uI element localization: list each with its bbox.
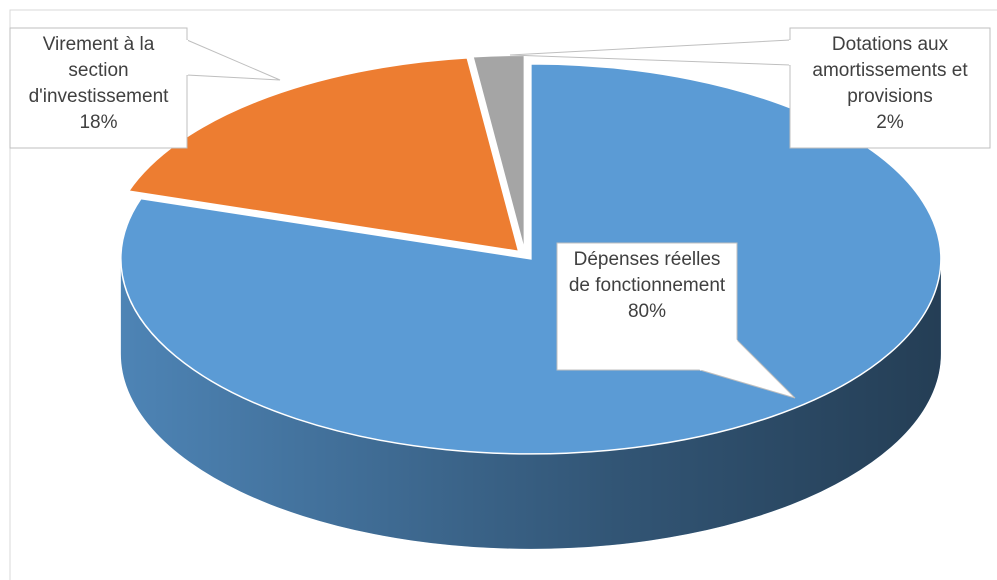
category-label: Dotations aux amortissements et provisio…	[812, 34, 968, 107]
data-label: Virement à la section d'investissement 18…	[14, 32, 183, 136]
chart-border	[9, 9, 997, 580]
category-label: Dépenses réelles de fonctionnement	[568, 249, 726, 296]
data-label: Dépenses réelles de fonctionnement 80%	[561, 247, 733, 325]
data-label: Dotations aux amortissements et provisio…	[794, 32, 986, 136]
callout-pointer	[186, 39, 281, 81]
callout-box	[9, 27, 188, 149]
callout-pointer-cover	[699, 339, 738, 371]
callout-box	[556, 242, 738, 371]
slice-side-shade	[120, 258, 941, 549]
category-label: Virement à la section d'investissement	[28, 34, 169, 107]
slice	[127, 57, 520, 253]
value-label: 80%	[627, 301, 667, 322]
callout-pointer	[509, 39, 791, 66]
value-label: 2%	[876, 112, 904, 133]
value-label: 18%	[79, 112, 118, 133]
callout-box	[789, 27, 991, 149]
